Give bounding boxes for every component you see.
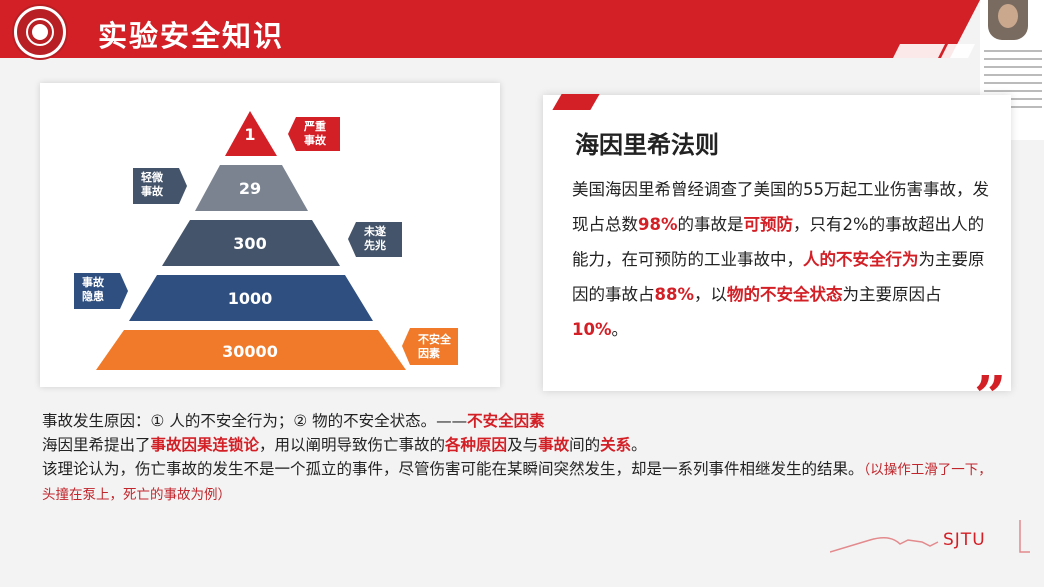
title-bar: 实验安全知识 bbox=[0, 0, 980, 58]
pyramid-tier-1 bbox=[225, 111, 277, 156]
tag-hazard-bg bbox=[74, 273, 128, 309]
tag-serious-accident: 严重 事故 bbox=[304, 120, 326, 147]
webcam-thumbnail[interactable] bbox=[980, 0, 1044, 140]
pyramid-tier-2 bbox=[195, 165, 308, 211]
university-logo bbox=[14, 6, 66, 58]
tag-serious-bg bbox=[288, 117, 340, 151]
pyramid-tier-4 bbox=[129, 275, 373, 321]
participant-list bbox=[984, 44, 1042, 114]
card-body-text: 美国海因里希曾经调查了美国的55万起工业伤害事故，发现占总数 bbox=[572, 180, 989, 234]
tag-unsafe-factor: 不安全 因素 bbox=[418, 333, 451, 360]
slide-title: 实验安全知识 bbox=[98, 19, 285, 53]
pyramid-value-29: 29 bbox=[238, 179, 262, 198]
tag-unsafe-bg bbox=[402, 328, 458, 365]
pyramid-panel: 1 29 300 1000 30000 严重 事故 轻微 事故 未遂 先兆 事故… bbox=[40, 83, 500, 387]
card-body-text: 人的不安全行为 bbox=[803, 250, 919, 269]
sjtu-watermark-icon bbox=[830, 520, 1030, 553]
accident-pyramid bbox=[74, 111, 458, 370]
quote-mark-icon: ” bbox=[974, 364, 1007, 430]
pyramid-value-30000: 30000 bbox=[222, 342, 278, 361]
bottom-explanation: 事故发生原因：① 人的不安全行为；② 物的不安全状态。——不安全因素 海因里希提… bbox=[42, 409, 1002, 507]
card-body-text: 。 bbox=[611, 320, 629, 339]
tag-accident-hazard: 事故 隐患 bbox=[82, 276, 104, 303]
card-body-text: 88% bbox=[654, 285, 695, 304]
card-body-text: 可预防 bbox=[743, 215, 794, 234]
conclusion-line: 该理论认为，伤亡事故的发生不是一个孤立的事件，尽管伤害可能在某瞬间突然发生，却是… bbox=[42, 460, 992, 503]
card-body-text: 为主要原因的事故占 bbox=[572, 250, 985, 304]
cause-line: 事故发生原因：① 人的不安全行为；② 物的不安全状态。——不安全因素 bbox=[42, 412, 545, 430]
pyramid-value-1: 1 bbox=[244, 125, 256, 144]
pyramid-value-300: 300 bbox=[233, 234, 267, 253]
card-body-text: 物的不安全状态 bbox=[727, 285, 843, 304]
pyramid-value-1000: 1000 bbox=[227, 289, 273, 308]
card-body-text: 98% bbox=[638, 215, 678, 234]
card-body-text: ，只有2%的事故超出人的能力，在可预防的工业事故中， bbox=[572, 215, 985, 269]
card-body-text: 10% bbox=[572, 320, 612, 339]
theory-line: 海因里希提出了事故因果连锁论，用以阐明导致伤亡事故的各种原因及与事故间的关系。 bbox=[42, 436, 647, 454]
tag-near-miss-bg bbox=[348, 222, 402, 257]
pyramid-tier-3 bbox=[162, 220, 340, 266]
pyramid-tier-5 bbox=[96, 330, 406, 370]
sjtu-watermark-text: SJTU bbox=[943, 530, 986, 550]
title-bar-shape bbox=[0, 0, 980, 58]
heinrich-law-card bbox=[543, 95, 1011, 391]
card-title: 海因里希法则 bbox=[575, 131, 719, 159]
card-body: 美国海因里希曾经调查了美国的55万起工业伤害事故，发现占总数98%的事故是可预防… bbox=[572, 172, 992, 347]
card-body-text: ，以 bbox=[694, 285, 727, 304]
card-body-text: 的事故是 bbox=[677, 215, 744, 234]
tag-near-miss: 未遂 先兆 bbox=[364, 225, 386, 252]
card-body-text: 为主要原因占 bbox=[842, 285, 942, 304]
tag-minor-accident: 轻微 事故 bbox=[141, 171, 163, 198]
tag-minor-bg bbox=[133, 168, 187, 204]
participant-video bbox=[988, 0, 1028, 40]
